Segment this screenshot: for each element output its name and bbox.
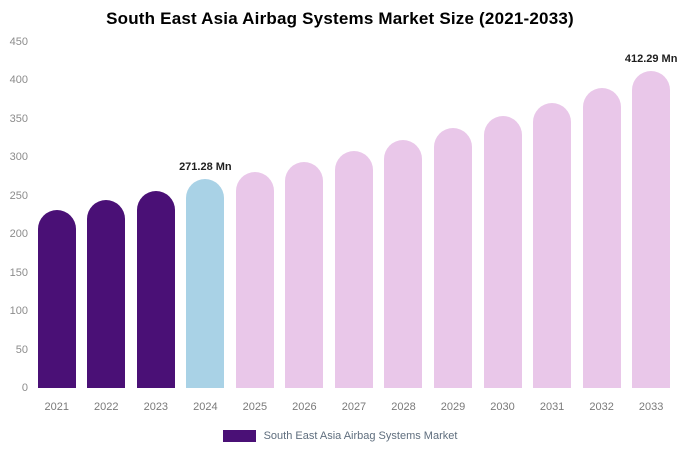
bar-2030	[483, 115, 522, 388]
x-tick-label: 2022	[94, 401, 119, 413]
bar-2028	[384, 140, 423, 388]
y-tick-label: 0	[21, 382, 28, 394]
x-tick-label: 2029	[440, 401, 466, 413]
y-tick-label: 450	[9, 36, 28, 48]
x-tick-label: 2026	[292, 401, 317, 413]
data-label-2024: 271.28 Mn	[179, 161, 232, 174]
bar-2023	[136, 191, 175, 388]
bar-2031	[533, 102, 572, 388]
bar-2027	[334, 151, 373, 388]
bar-column: 2027	[329, 42, 379, 413]
plot-area: 2021 2022 2023 271.28 Mn 2024 2025 2026 2027 202…	[32, 42, 678, 413]
bar-column: 2026	[280, 42, 330, 413]
y-tick-label: 250	[9, 189, 28, 202]
y-tick-label: 50	[15, 343, 28, 356]
data-label-2033: 412.29 Mn	[624, 53, 678, 65]
bar-2029	[434, 128, 473, 388]
bar-column: 412.29 Mn 2033	[624, 42, 678, 413]
bar-column: 2022	[82, 42, 132, 413]
x-tick-label: 2033	[638, 401, 664, 413]
bar-2021	[37, 210, 76, 388]
x-tick-label: 2031	[539, 401, 565, 413]
bar-column: 2023	[131, 42, 181, 413]
bar-column: 2030	[478, 42, 528, 413]
bar-2024	[186, 179, 225, 388]
y-tick-label: 200	[9, 228, 28, 241]
legend: South East Asia Airbag Systems Market	[0, 430, 680, 442]
bar-column: 2021	[32, 42, 82, 413]
legend-label: South East Asia Airbag Systems Market	[263, 430, 458, 442]
y-tick-label: 400	[9, 74, 28, 87]
bar-2033	[632, 71, 671, 388]
bar-2022	[87, 200, 126, 388]
x-tick-label: 2032	[589, 401, 614, 413]
bar-column: 2028	[379, 42, 429, 413]
bar-series: 2021 2022 2023 271.28 Mn 2024 2025 2026 2027 202…	[32, 42, 678, 413]
bar-column: 2029	[428, 42, 478, 413]
bar-2025	[235, 171, 274, 388]
y-tick-label: 350	[9, 112, 28, 125]
chart-title: South East Asia Airbag Systems Market Si…	[106, 9, 574, 28]
y-axis: 0 50 100 150 200 250 300 350 400 450	[2, 36, 28, 394]
x-tick-label: 2023	[143, 401, 169, 413]
bar-column: 271.28 Mn 2024	[179, 42, 232, 413]
y-tick-label: 150	[9, 266, 28, 279]
x-tick-label: 2025	[242, 401, 268, 413]
bar-column: 2032	[577, 42, 627, 413]
y-tick-label: 100	[9, 305, 28, 318]
y-tick-label: 300	[9, 151, 28, 164]
bar-column: 2031	[527, 42, 577, 413]
x-tick-label: 2021	[44, 401, 69, 413]
x-tick-label: 2030	[490, 401, 515, 413]
bar-2032	[582, 88, 621, 388]
bar-column: 2025	[230, 42, 280, 413]
x-tick-label: 2024	[193, 401, 218, 413]
bar-2026	[285, 161, 324, 388]
x-tick-label: 2027	[341, 401, 367, 413]
legend-swatch	[222, 430, 256, 442]
x-tick-label: 2028	[391, 401, 416, 413]
